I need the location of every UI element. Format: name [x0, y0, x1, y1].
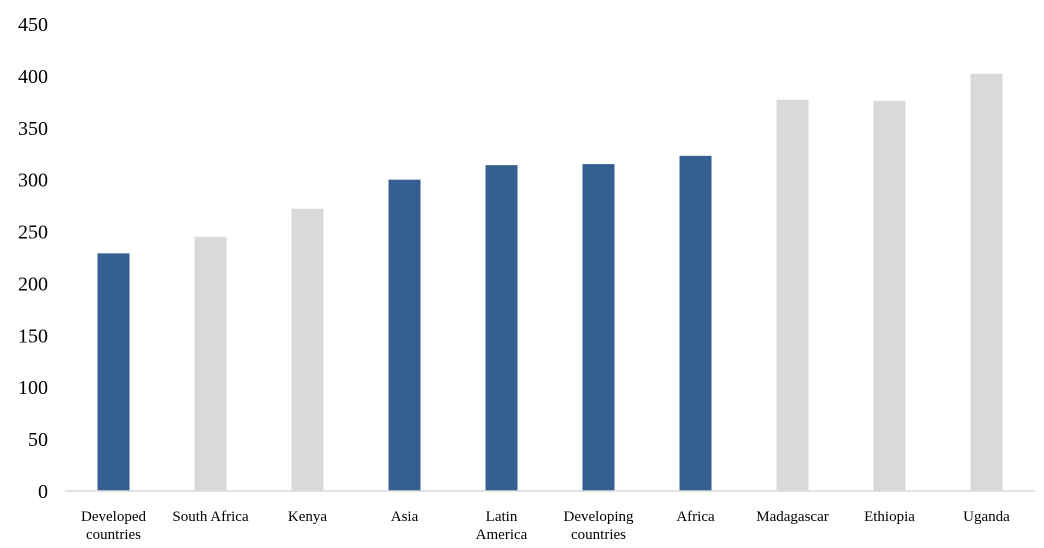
- y-tick-label: 300: [18, 170, 48, 192]
- y-tick-label: 0: [38, 481, 48, 503]
- x-tick-label-line: Latin: [486, 509, 518, 525]
- bars-group: [97, 73, 1003, 492]
- x-tick-label-line: Developed: [81, 509, 146, 525]
- x-tick-label: Developing countries: [564, 509, 634, 543]
- x-tick-label-line: Developing: [564, 509, 634, 525]
- x-tick-label-line: countries: [571, 527, 626, 543]
- x-tick-label: Africa: [676, 509, 715, 525]
- x-tick-label: Asia: [391, 509, 419, 525]
- y-tick-label: 250: [18, 222, 48, 244]
- y-tick-label: 150: [18, 325, 48, 347]
- x-tick-label: Madagascar: [756, 509, 828, 525]
- y-tick-label: 50: [28, 429, 48, 451]
- x-tick-label: Uganda: [963, 509, 1010, 525]
- x-tick-label: Latin America: [476, 509, 528, 543]
- x-tick-label: Ethiopia: [864, 509, 915, 525]
- x-axis-tick-labels: Developed countries South Africa Kenya Asia L…: [81, 509, 1010, 543]
- y-tick-label: 350: [18, 118, 48, 140]
- y-axis-tick-labels: 0 50 100 150 200 250 300 350 400 450: [18, 14, 48, 503]
- y-tick-label: 450: [18, 14, 48, 36]
- bar-developed-countries: [97, 253, 130, 491]
- bar-ethiopia: [873, 100, 906, 491]
- bar-asia: [388, 179, 421, 491]
- x-tick-label-line: Uganda: [963, 509, 1010, 525]
- x-tick-label-line: Africa: [676, 509, 715, 525]
- bar-africa: [679, 155, 712, 491]
- x-tick-label: Kenya: [288, 509, 327, 525]
- x-tick-label: South Africa: [172, 509, 249, 525]
- x-tick-label-line: Kenya: [288, 509, 327, 525]
- y-tick-label: 400: [18, 66, 48, 88]
- bar-uganda: [970, 73, 1003, 492]
- bar-south-africa: [194, 236, 227, 491]
- bar-kenya: [291, 208, 324, 492]
- bar-developing-countries: [582, 164, 615, 491]
- y-tick-label: 100: [18, 377, 48, 399]
- x-tick-label: Developed countries: [81, 509, 146, 543]
- y-tick-label: 200: [18, 273, 48, 295]
- x-tick-label-line: countries: [86, 527, 141, 543]
- x-tick-label-line: South Africa: [172, 509, 249, 525]
- bar-madagascar: [776, 99, 809, 491]
- x-tick-label-line: America: [476, 527, 528, 543]
- x-tick-label-line: Asia: [391, 509, 419, 525]
- bar-latin-america: [485, 165, 518, 492]
- x-tick-label-line: Madagascar: [756, 509, 828, 525]
- x-tick-label-line: Ethiopia: [864, 509, 915, 525]
